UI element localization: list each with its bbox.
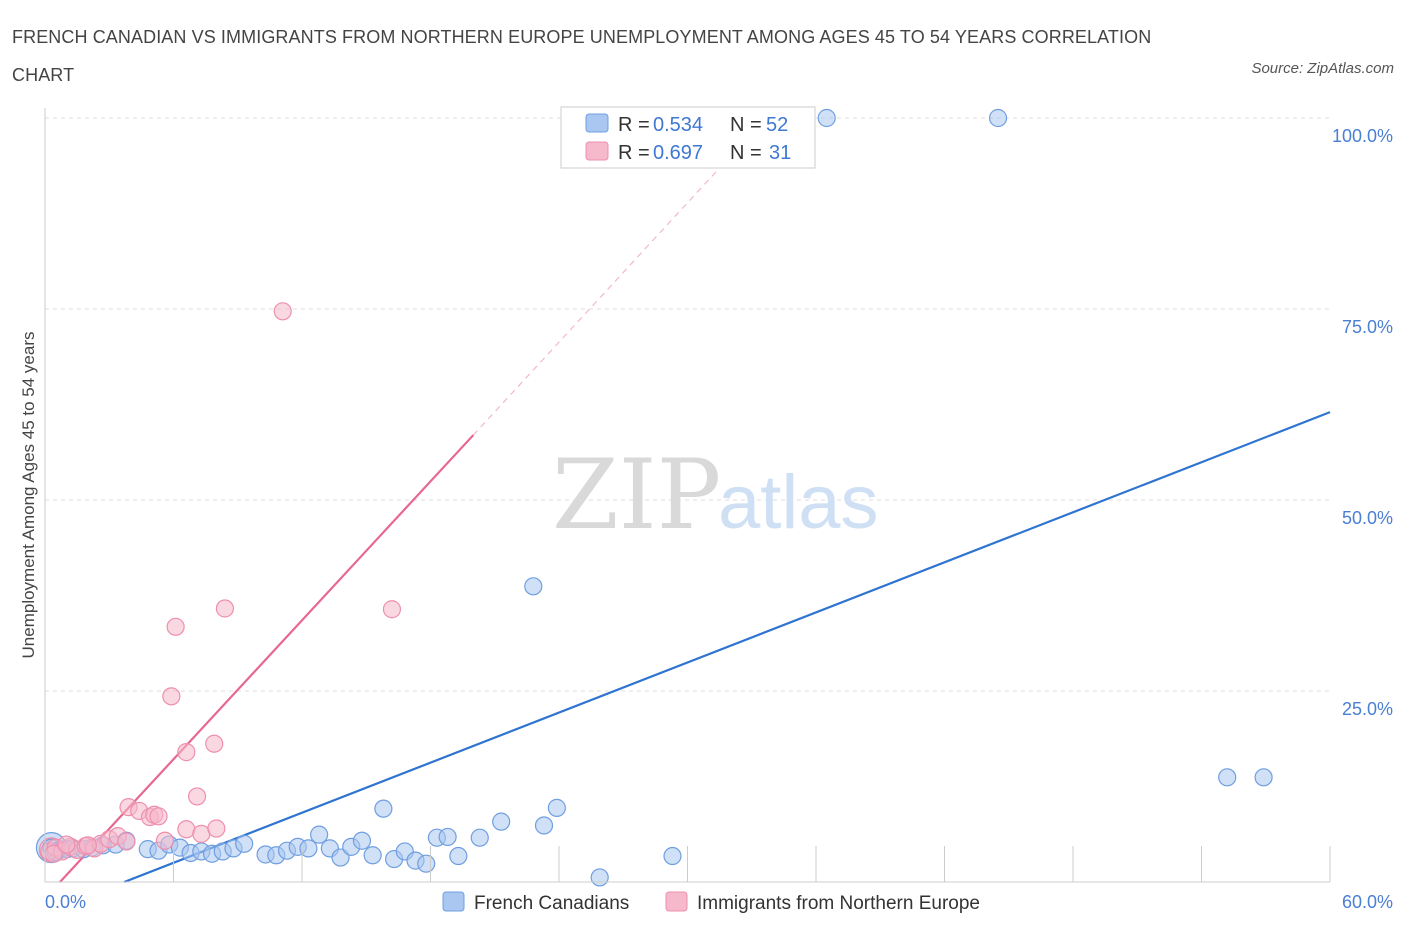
axes-layer: 25.0% 50.0% 75.0% 100.0% 0.0% 60.0% bbox=[44, 108, 1393, 912]
y-tick-label: 50.0% bbox=[1342, 508, 1393, 528]
point-french-canadians bbox=[1254, 768, 1273, 787]
legend-swatch-french-canadians bbox=[585, 113, 609, 133]
point-french-canadians bbox=[331, 848, 350, 867]
bottom-legend-swatch-immigrants-northern-europe bbox=[665, 891, 688, 912]
point-immigrants-northern-europe bbox=[117, 832, 136, 851]
trend-line-0 bbox=[123, 411, 1331, 884]
point-french-canadians bbox=[1218, 768, 1237, 787]
bottom-legend: French Canadians Immigrants from Norther… bbox=[442, 891, 980, 914]
point-immigrants-northern-europe bbox=[149, 807, 168, 826]
point-french-canadians bbox=[299, 839, 318, 858]
point-immigrants-northern-europe bbox=[155, 831, 175, 850]
bottom-legend-label-immigrants-northern-europe: Immigrants from Northern Europe bbox=[697, 893, 980, 914]
watermark-zip: ZIP bbox=[552, 439, 721, 551]
x-tick-label: 0.0% bbox=[45, 892, 86, 912]
point-french-canadians bbox=[374, 799, 393, 818]
point-immigrants-northern-europe bbox=[177, 820, 196, 839]
grid-layer bbox=[45, 117, 1330, 692]
watermark-atlas: atlas bbox=[718, 460, 879, 545]
bottom-legend-label-french-canadians: French Canadians bbox=[474, 893, 629, 914]
chart-title: FRENCH CANADIAN VS IMMIGRANTS FROM NORTH… bbox=[12, 27, 1152, 85]
point-immigrants-northern-europe bbox=[57, 835, 76, 854]
watermark: ZIP atlas bbox=[552, 439, 879, 551]
point-french-canadians bbox=[363, 846, 382, 865]
point-french-canadians bbox=[449, 846, 468, 866]
point-immigrants-northern-europe bbox=[78, 836, 97, 855]
point-french-canadians bbox=[492, 812, 511, 831]
point-immigrants-northern-europe bbox=[166, 617, 185, 636]
legend-n-label-1: N = bbox=[730, 142, 762, 164]
y-tick-label: 25.0% bbox=[1342, 699, 1393, 719]
trend-line-dashed-1 bbox=[472, 144, 742, 436]
point-french-canadians bbox=[235, 834, 254, 853]
legend-n-value-1: 31 bbox=[769, 142, 791, 164]
bottom-legend-swatch-french-canadians bbox=[442, 891, 465, 912]
point-immigrants-northern-europe bbox=[215, 599, 234, 618]
legend-n-label-0: N = bbox=[730, 114, 762, 136]
point-immigrants-northern-europe bbox=[205, 734, 224, 753]
point-french-canadians bbox=[547, 798, 566, 817]
chart-source: Source: ZipAtlas.com bbox=[1251, 60, 1394, 77]
y-tick-label: 75.0% bbox=[1342, 317, 1393, 337]
y-tick-label: 100.0% bbox=[1332, 126, 1393, 146]
point-immigrants-northern-europe bbox=[207, 819, 226, 838]
legend-n-value-0: 52 bbox=[766, 114, 788, 136]
legend-r-label-0: R = bbox=[618, 114, 650, 136]
point-immigrants-northern-europe bbox=[273, 302, 292, 321]
point-immigrants-northern-europe bbox=[177, 743, 196, 762]
top-legend: R = 0.534 N = 52 R = 0.697 N = 31 bbox=[560, 106, 816, 169]
point-french-canadians bbox=[534, 816, 554, 835]
point-immigrants-northern-europe bbox=[187, 787, 207, 806]
point-immigrants-northern-europe bbox=[162, 687, 181, 706]
y-axis-label: Unemployment Among Ages 45 to 54 years bbox=[19, 332, 38, 659]
legend-r-value-0: 0.534 bbox=[653, 114, 703, 136]
point-immigrants-northern-europe bbox=[382, 600, 402, 619]
point-french-canadians bbox=[438, 827, 457, 847]
trend-line-1 bbox=[59, 434, 475, 883]
point-french-canadians bbox=[524, 577, 543, 596]
point-french-canadians bbox=[817, 108, 836, 128]
point-french-canadians bbox=[417, 854, 436, 873]
legend-swatch-immigrants-northern-europe bbox=[585, 141, 609, 161]
point-french-canadians bbox=[352, 831, 372, 850]
legend-r-value-1: 0.697 bbox=[653, 142, 703, 164]
point-french-canadians bbox=[663, 846, 682, 866]
point-french-canadians bbox=[470, 828, 489, 847]
x-tick-label: 60.0% bbox=[1342, 892, 1393, 912]
point-french-canadians bbox=[590, 868, 609, 887]
point-french-canadians bbox=[988, 108, 1008, 128]
point-french-canadians bbox=[310, 825, 329, 844]
legend-r-label-1: R = bbox=[618, 142, 650, 164]
